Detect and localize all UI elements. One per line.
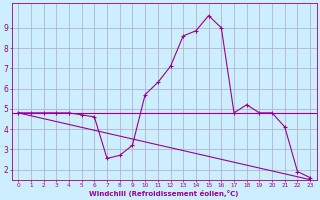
X-axis label: Windchill (Refroidissement éolien,°C): Windchill (Refroidissement éolien,°C) xyxy=(90,190,239,197)
